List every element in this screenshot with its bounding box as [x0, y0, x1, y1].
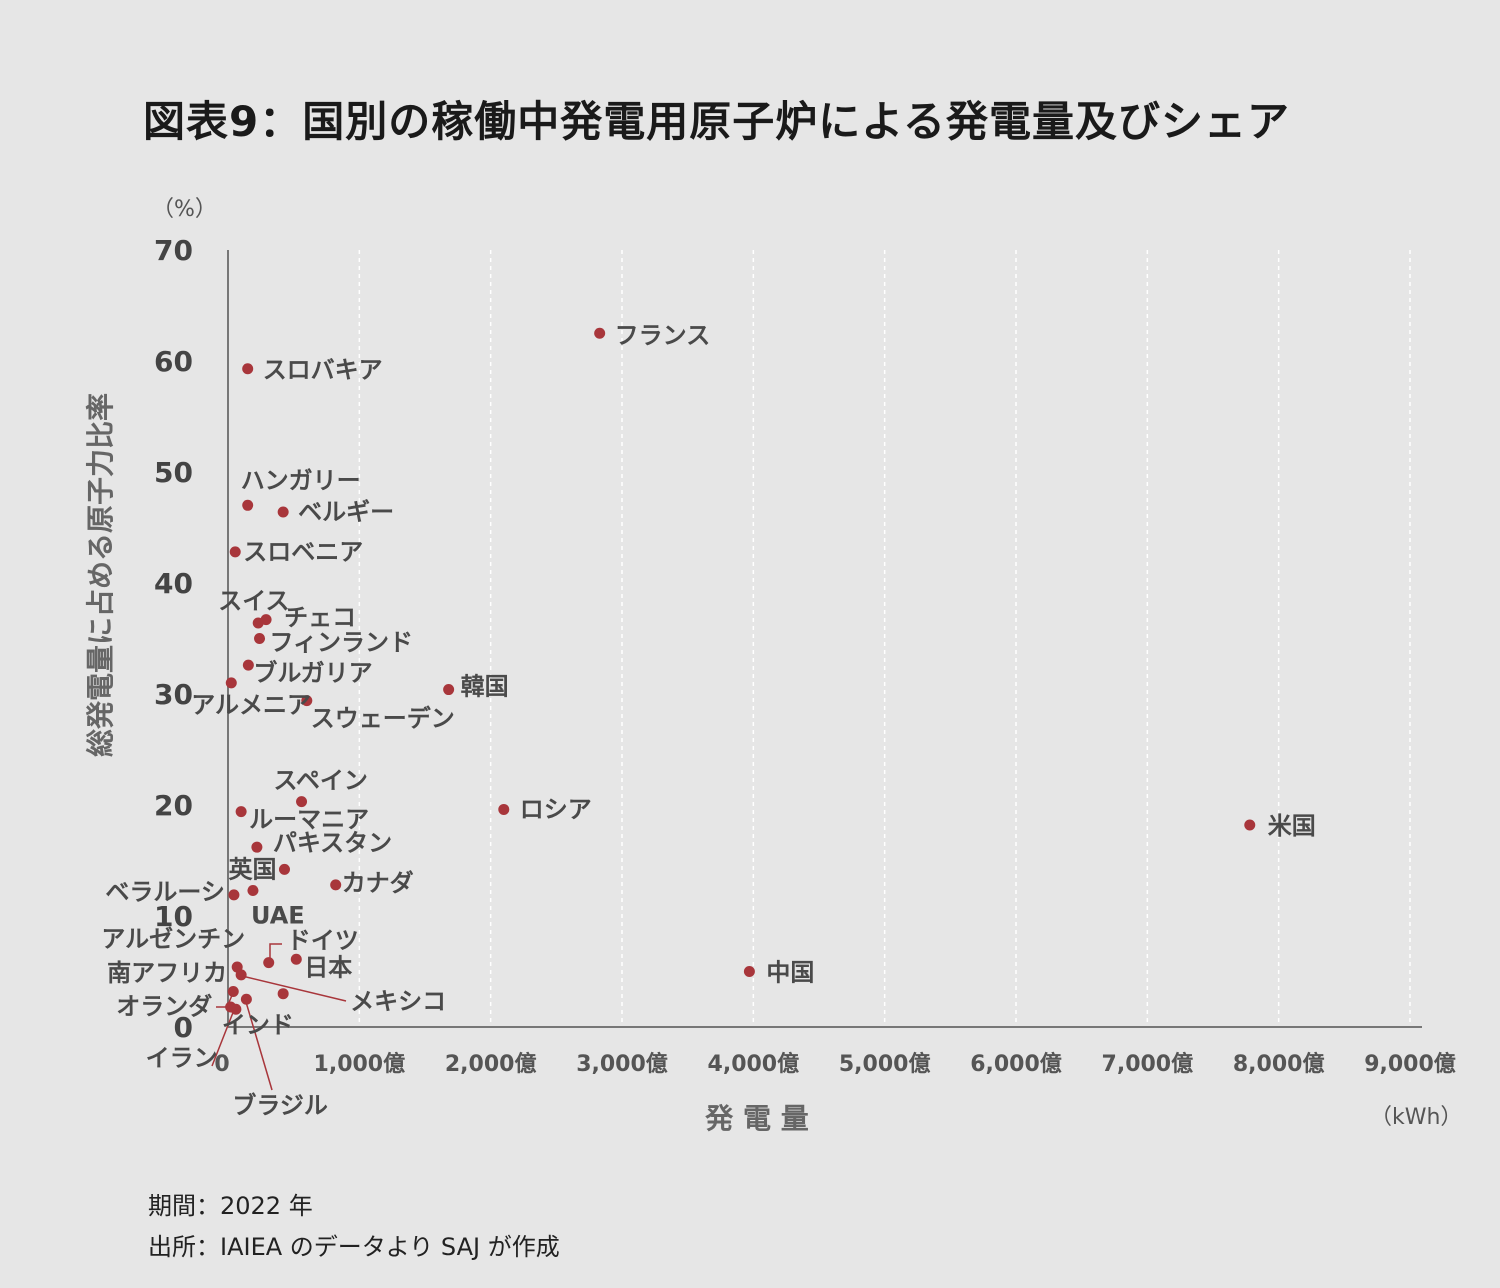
data-point [277, 506, 289, 518]
tick-labels: 0 10 20 30 40 50 60 70 0 1,000億 2,000億 3,000億 4,000億… [154, 234, 1456, 1077]
data-point [301, 695, 313, 707]
point-label: ブルガリア [253, 659, 372, 687]
point-label: 英国 [228, 855, 276, 883]
data-point [227, 985, 239, 997]
data-point [225, 677, 237, 689]
data-point [229, 546, 241, 558]
data-point [296, 796, 308, 808]
grid-lines [358, 250, 1411, 1027]
point-label: パキスタン [273, 829, 392, 857]
data-point [242, 659, 254, 671]
x-tick-label: 9,000億 [1364, 1051, 1456, 1077]
point-label: インド [222, 1011, 294, 1039]
point-label: 南アフリカ [107, 959, 227, 987]
y-tick-label: 0 [174, 1011, 193, 1044]
period-note: 期間：2022 年 [148, 1192, 313, 1220]
y-tick-label: 70 [154, 234, 193, 267]
leader-line [211, 1009, 235, 1067]
x-tick-label: 3,000億 [576, 1051, 668, 1077]
data-point [251, 841, 263, 853]
data-point [278, 863, 290, 875]
chart-title: 図表9：国別の稼働中発電用原子炉による発電量及びシェア [143, 97, 1290, 146]
point-label: スロバキア [263, 356, 383, 384]
data-point [242, 363, 254, 375]
x-tick-label: 5,000億 [839, 1051, 931, 1077]
data-point [235, 969, 247, 981]
point-label: カナダ [342, 869, 414, 897]
y-tick-label: 60 [154, 345, 193, 378]
point-label: 韓国 [461, 673, 509, 701]
source-note: 出所：IAIEA のデータより SAJ が作成 [148, 1233, 560, 1261]
data-point [260, 614, 272, 626]
x-tick-label: 7,000億 [1102, 1051, 1194, 1077]
y-axis-unit: （%） [152, 197, 217, 222]
data-point [1244, 819, 1256, 831]
point-label: ドイツ [287, 927, 359, 955]
point-label: ベラルーシ [105, 878, 225, 906]
point-label: アルゼンチン [101, 925, 245, 953]
x-axis-unit: （kWh） [1370, 1105, 1462, 1130]
axes [227, 250, 1422, 1028]
data-point [498, 803, 510, 815]
data-point [443, 684, 455, 696]
point-labels: フランススロバキアハンガリーベルギースロベニアスイスチェコフィンランドブルガリア… [101, 321, 1315, 1119]
point-label: ロシア [520, 795, 592, 823]
leader-line [237, 974, 347, 1002]
data-point [242, 499, 254, 511]
data-point [228, 889, 240, 901]
y-tick-label: 50 [154, 456, 193, 489]
point-label: スウェーデン [311, 705, 455, 733]
point-label: UAE [251, 901, 305, 929]
point-label: メキシコ [350, 988, 446, 1016]
data-point [240, 993, 252, 1005]
y-axis-label: 総発電量に占める原子力比率 [84, 393, 117, 757]
data-point [235, 806, 247, 818]
y-tick-label: 10 [154, 900, 193, 933]
y-tick-label: 30 [154, 678, 193, 711]
point-label: スロベニア [243, 538, 363, 566]
data-point [225, 1001, 237, 1013]
point-label: スイス [218, 587, 289, 615]
point-label: ブラジル [232, 1091, 328, 1119]
point-label: アルメニア [191, 691, 311, 719]
x-tick-label: 0 [214, 1052, 229, 1077]
data-point [277, 988, 289, 1000]
point-label: ハンガリー [241, 466, 361, 494]
point-label: スペイン [274, 767, 368, 795]
x-tick-label: 4,000億 [708, 1051, 800, 1077]
x-tick-label: 8,000億 [1233, 1051, 1325, 1077]
point-label: ルーマニア [249, 806, 369, 834]
data-point [330, 879, 342, 891]
point-label: 中国 [766, 959, 814, 987]
x-tick-label: 6,000億 [970, 1051, 1062, 1077]
leader-lines [211, 943, 347, 1091]
point-label: オランダ [116, 992, 212, 1020]
point-label: チェコ [284, 604, 356, 632]
x-tick-label: 1,000億 [314, 1051, 406, 1077]
data-point [290, 953, 302, 965]
point-label: ベルギー [298, 498, 394, 526]
data-point [594, 327, 606, 339]
point-label: 米国 [1268, 812, 1316, 840]
data-point [247, 884, 259, 896]
point-label: フランス [615, 321, 711, 349]
leader-line [245, 1001, 273, 1091]
data-point [263, 957, 275, 969]
data-point [254, 633, 266, 644]
x-tick-label: 2,000億 [445, 1051, 537, 1077]
data-point [743, 966, 755, 977]
point-label: フィンランド [270, 629, 414, 657]
data-points [225, 327, 1256, 1015]
point-label: イラン [146, 1044, 218, 1072]
y-tick-label: 20 [154, 789, 193, 822]
y-tick-label: 40 [154, 567, 193, 600]
leader-line [269, 943, 282, 963]
x-axis-label: 発 電 量 [704, 1102, 809, 1135]
point-label: 日本 [304, 953, 352, 981]
